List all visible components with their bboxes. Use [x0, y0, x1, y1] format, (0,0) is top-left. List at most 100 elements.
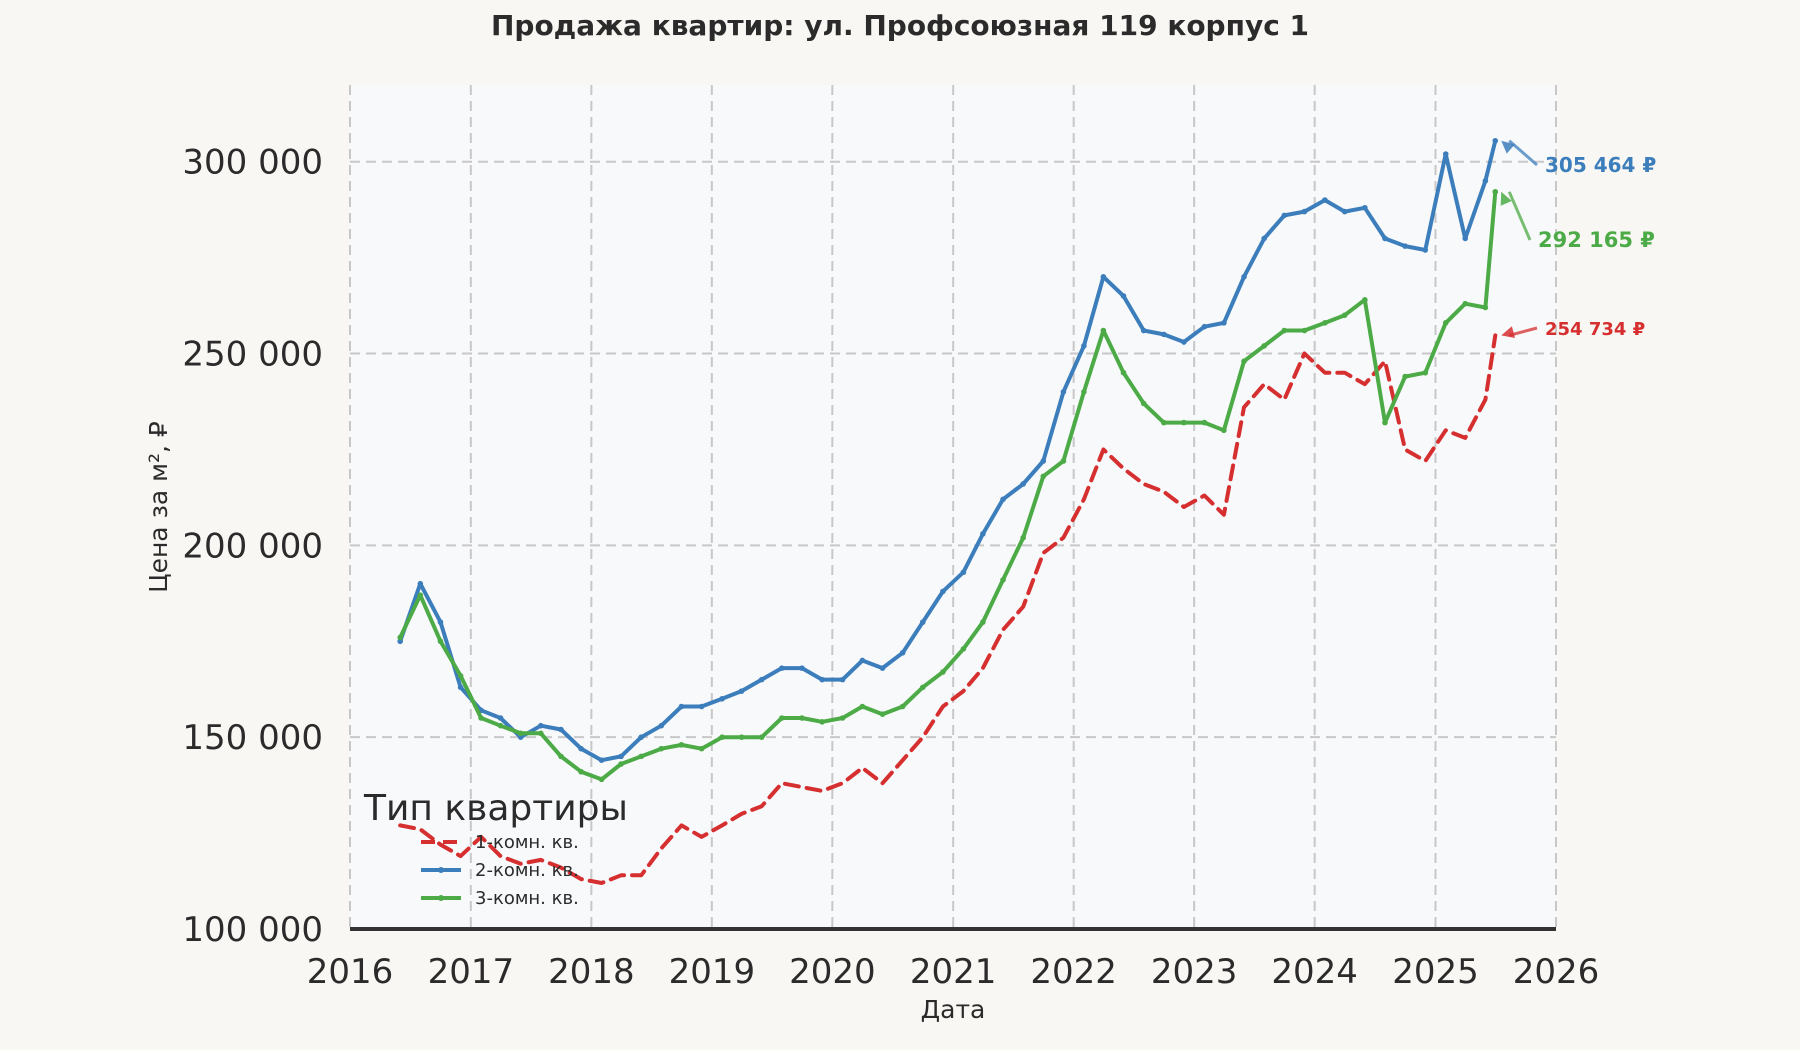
- series-point: [960, 569, 967, 576]
- series-point: [1100, 274, 1107, 280]
- series-point: [397, 638, 403, 645]
- annotation-2: 292 165 ₽: [1500, 191, 1655, 252]
- series-point: [1422, 247, 1429, 253]
- series-point: [940, 588, 946, 595]
- y-tick-label: 250 000: [182, 335, 323, 375]
- series-point: [1492, 137, 1499, 144]
- series-point: [799, 715, 805, 721]
- x-tick-label: 2021: [910, 952, 997, 992]
- series-point: [1081, 343, 1087, 349]
- annotation-arrowhead: [1501, 326, 1516, 339]
- series-point: [558, 726, 564, 733]
- series-point: [819, 676, 825, 683]
- series-point: [799, 665, 805, 671]
- series-point: [1140, 400, 1147, 407]
- legend: Тип квартиры 1-комн. кв. 2-комн. кв. 3-ком…: [363, 788, 628, 909]
- series-point: [397, 634, 403, 641]
- series-point: [738, 688, 745, 694]
- series-point: [1492, 188, 1499, 195]
- legend-label: 3-комн. кв.: [475, 888, 579, 909]
- series-point: [1181, 419, 1187, 426]
- series-point: [980, 531, 986, 537]
- annotation-3: 254 734 ₽: [1501, 319, 1645, 340]
- series-point: [859, 657, 866, 664]
- legend-entry-1: 1-комн. кв.: [421, 832, 579, 853]
- series-point: [839, 676, 846, 683]
- series-point: [437, 619, 444, 625]
- series-point: [1402, 243, 1408, 249]
- series-point: [457, 684, 464, 691]
- y-tick-label: 200 000: [182, 526, 323, 566]
- series-point: [678, 703, 685, 710]
- series-point: [678, 742, 685, 748]
- series-point: [1261, 235, 1267, 242]
- series-point: [578, 745, 584, 752]
- x-tick-label: 2018: [548, 952, 635, 992]
- annotation-arrow: [1507, 191, 1532, 241]
- series-point: [417, 592, 424, 599]
- annotation-label: 305 464 ₽: [1545, 153, 1656, 177]
- series-point: [879, 711, 886, 717]
- series-point: [1241, 274, 1247, 280]
- series-point: [638, 734, 644, 740]
- x-tick-label: 2016: [307, 952, 394, 992]
- x-tick-label: 2026: [1513, 952, 1600, 992]
- series-point: [618, 761, 624, 767]
- series-point: [758, 734, 765, 740]
- series-point: [1000, 496, 1006, 503]
- series-point: [1362, 297, 1368, 303]
- series-point: [940, 669, 946, 675]
- series-point: [578, 768, 584, 775]
- series-point: [598, 757, 605, 763]
- series-point: [497, 715, 504, 721]
- series-line-1: [398, 333, 1498, 885]
- series-point: [1241, 358, 1247, 365]
- series-point: [1462, 300, 1469, 307]
- series-point: [1482, 178, 1489, 184]
- x-axis-ticks: 2016 2017 2018 2019 2020 2021 2022 2023 2024 2025…: [307, 952, 1600, 992]
- series-point: [1160, 419, 1167, 426]
- legend-label: 2-комн. кв.: [475, 860, 579, 881]
- series-point: [1060, 389, 1067, 395]
- series-point: [1462, 235, 1469, 242]
- legend-marker: [438, 867, 444, 873]
- series-point: [1341, 208, 1348, 215]
- annotation-label: 254 734 ₽: [1545, 319, 1645, 340]
- annotation-label: 292 165 ₽: [1538, 228, 1655, 252]
- y-tick-label: 300 000: [182, 143, 323, 183]
- series-point: [658, 745, 665, 752]
- series-point: [618, 753, 624, 760]
- series-point: [1140, 327, 1147, 334]
- series-point: [1120, 293, 1127, 299]
- y-tick-label: 150 000: [182, 718, 323, 758]
- x-axis-label: Дата: [921, 995, 986, 1024]
- series-point: [698, 703, 705, 710]
- legend-label: 1-комн. кв.: [475, 832, 579, 853]
- series-point: [1160, 331, 1167, 338]
- chart-title: Продажа квартир: ул. Профсоюзная 119 кор…: [491, 9, 1309, 42]
- series-point: [980, 619, 986, 625]
- series-point: [719, 696, 725, 702]
- series-point: [658, 722, 665, 729]
- series-point: [738, 734, 745, 740]
- annotation-1: 305 464 ₽: [1501, 139, 1656, 177]
- series-point: [538, 730, 544, 737]
- series-point: [1201, 323, 1208, 330]
- series-point: [457, 673, 464, 679]
- series-point: [960, 646, 967, 652]
- series-point: [1442, 320, 1449, 326]
- series-point: [1261, 343, 1267, 349]
- x-tick-label: 2024: [1271, 952, 1358, 992]
- series-layer: [397, 137, 1499, 885]
- series-point: [497, 722, 504, 729]
- series-point: [1100, 327, 1107, 334]
- series-point: [1301, 327, 1308, 334]
- series-point: [1020, 481, 1026, 487]
- series-point: [1120, 369, 1127, 376]
- series-point: [1281, 212, 1288, 219]
- series-point: [1060, 458, 1067, 464]
- series-point: [517, 730, 524, 737]
- x-tick-label: 2019: [669, 952, 756, 992]
- series-line-3: [398, 189, 1498, 782]
